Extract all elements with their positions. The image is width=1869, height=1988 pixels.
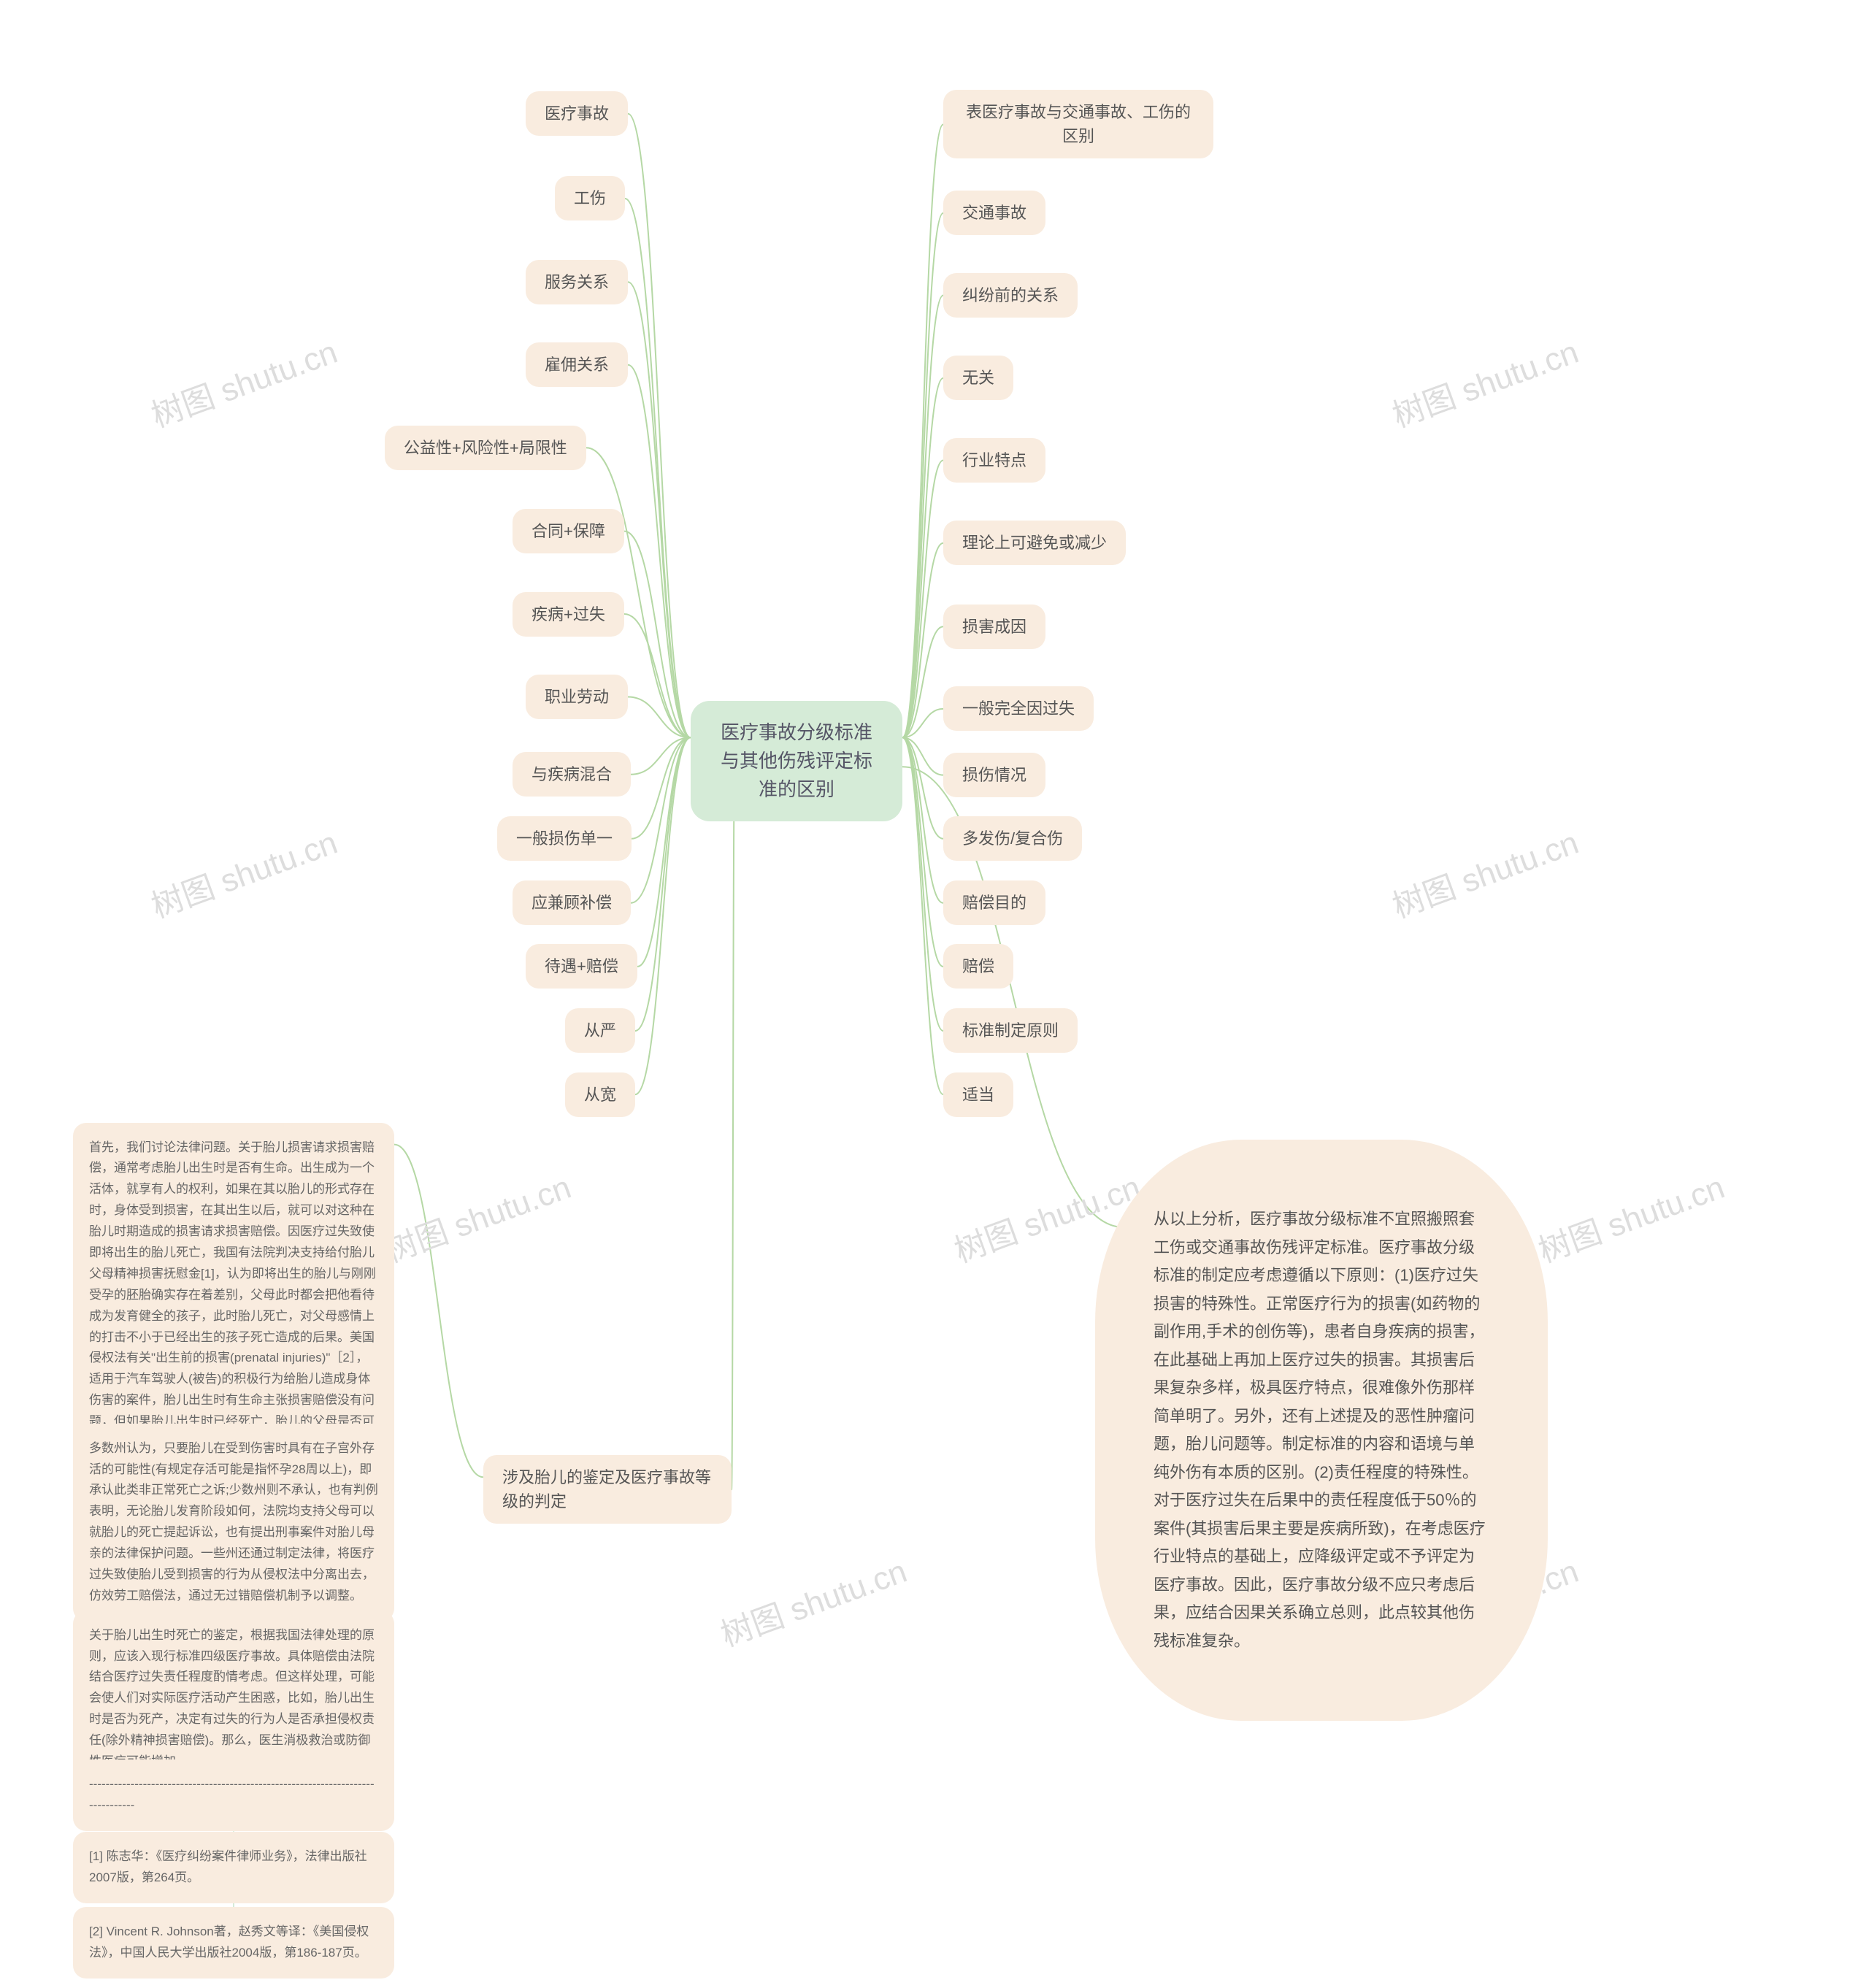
left-node: 应兼顾补偿 xyxy=(513,880,631,925)
watermark: 树图 shutu.cn xyxy=(144,816,342,926)
left-node: 服务关系 xyxy=(526,260,628,304)
watermark: 树图 shutu.cn xyxy=(144,326,342,436)
left-node: 雇佣关系 xyxy=(526,342,628,387)
right-node: 多发伤/复合伤 xyxy=(943,816,1082,861)
left-node: 从严 xyxy=(565,1008,635,1053)
right-node: 损伤情况 xyxy=(943,753,1045,797)
left-node: 合同+保障 xyxy=(513,509,624,553)
right-node: 适当 xyxy=(943,1072,1013,1117)
right-node: 表医疗事故与交通事故、工伤的区别 xyxy=(943,90,1213,158)
summary-paragraph: 从以上分析，医疗事故分级标准不宜照搬照套工伤或交通事故伤残评定标准。医疗事故分级… xyxy=(1095,1140,1548,1721)
sub-node: 涉及胎儿的鉴定及医疗事故等级的判定 xyxy=(483,1455,732,1524)
left-node: 工伤 xyxy=(555,176,625,220)
left-node: 医疗事故 xyxy=(526,91,628,136)
left-node: 待遇+赔偿 xyxy=(526,944,637,989)
right-node: 纠纷前的关系 xyxy=(943,273,1078,318)
right-node: 赔偿 xyxy=(943,944,1013,989)
paragraph-box: ----------------------------------------… xyxy=(73,1759,394,1831)
watermark: 树图 shutu.cn xyxy=(1385,326,1584,436)
right-node: 理论上可避免或减少 xyxy=(943,521,1126,565)
left-node: 一般损伤单一 xyxy=(497,816,632,861)
left-node: 公益性+风险性+局限性 xyxy=(385,426,586,470)
paragraph-box: [2] Vincent R. Johnson著，赵秀文等译：《美国侵权法》，中国… xyxy=(73,1907,394,1979)
paragraph-box: 多数州认为，只要胎儿在受到伤害时具有在子宫外存活的可能性(有规定存活可能是指怀孕… xyxy=(73,1424,394,1622)
left-node: 从宽 xyxy=(565,1072,635,1117)
watermark: 树图 shutu.cn xyxy=(713,1546,912,1656)
paragraph-box: [1] 陈志华：《医疗纠纷案件律师业务》，法律出版社2007版，第264页。 xyxy=(73,1832,394,1903)
watermark: 树图 shutu.cn xyxy=(1531,1161,1730,1271)
right-node: 标准制定原则 xyxy=(943,1008,1078,1053)
left-node: 职业劳动 xyxy=(526,675,628,719)
right-node: 损害成因 xyxy=(943,605,1045,649)
watermark: 树图 shutu.cn xyxy=(1385,816,1584,926)
right-node: 赔偿目的 xyxy=(943,880,1045,925)
watermark: 树图 shutu.cn xyxy=(377,1161,576,1271)
left-node: 与疾病混合 xyxy=(513,752,631,797)
right-node: 行业特点 xyxy=(943,438,1045,483)
right-node: 无关 xyxy=(943,356,1013,400)
right-node: 交通事故 xyxy=(943,191,1045,235)
right-node: 一般完全因过失 xyxy=(943,686,1094,731)
left-node: 疾病+过失 xyxy=(513,592,624,637)
center-node: 医疗事故分级标准与其他伤残评定标准的区别 xyxy=(691,701,902,821)
